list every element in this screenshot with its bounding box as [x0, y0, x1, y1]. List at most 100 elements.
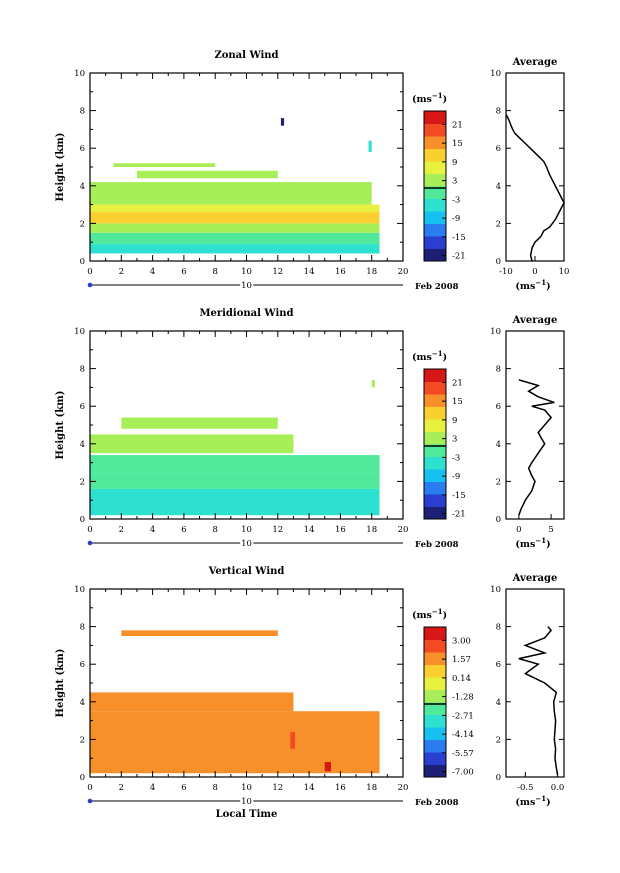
- average-x-tick-label: -10: [499, 267, 513, 277]
- colorbar-frame: [423, 368, 447, 520]
- colorbar-swatch: [424, 369, 446, 382]
- date-marker-label: 10: [241, 539, 252, 549]
- average-x-tick-label: 0: [516, 525, 521, 535]
- colorbar-tick-label: -9: [452, 472, 460, 482]
- colorbar-tick-label: -4.14: [452, 730, 474, 740]
- colorbar-tick-label: -15: [452, 491, 466, 501]
- average-frame: [505, 72, 565, 262]
- average-y-tick-label: 4: [496, 182, 501, 192]
- date-start-marker: [87, 282, 93, 288]
- colorbar-tick-label: 15: [452, 397, 463, 407]
- x-tick-label: 6: [181, 267, 186, 277]
- x-tick-label: 10: [241, 525, 252, 535]
- colorbar-swatch: [424, 211, 446, 224]
- date-label: Feb 2008: [415, 798, 459, 808]
- colorbar-swatch: [424, 664, 446, 678]
- colorbar-swatch: [424, 764, 446, 778]
- average-title: Average: [512, 315, 558, 326]
- colorbar-tick-label: 15: [452, 139, 463, 149]
- y-tick-label: 6: [80, 660, 85, 670]
- y-axis-label: Height (km): [55, 649, 66, 718]
- x-tick-label: 6: [181, 525, 186, 535]
- heatmap-cell: [90, 223, 380, 233]
- average-x-label-exponent: −1: [535, 536, 546, 545]
- average-profile-line: [505, 114, 565, 262]
- colorbar-unit-close: ): [443, 610, 448, 621]
- colorbar-tick-label: -2.71: [452, 711, 474, 721]
- y-tick-label: 10: [74, 585, 85, 595]
- average-x-label-close: ): [546, 539, 551, 550]
- colorbar-swatch: [424, 248, 446, 262]
- x-tick-label: 2: [119, 783, 124, 793]
- colorbar-swatch: [424, 506, 446, 520]
- date-label: Feb 2008: [415, 282, 459, 292]
- x-tick-label: 18: [366, 783, 377, 793]
- heatmap-cell: [368, 140, 372, 152]
- colorbar-tick-label: 3.00: [452, 636, 471, 646]
- x-tick-label: 20: [398, 783, 409, 793]
- heatmap-cell: [324, 761, 332, 772]
- average-y-tick-label: 8: [496, 623, 501, 633]
- x-tick-label: 0: [87, 267, 92, 277]
- x-tick-label: 10: [241, 267, 252, 277]
- x-tick-label: 14: [304, 267, 315, 277]
- colorbar-swatch: [424, 456, 446, 470]
- panel-title: Meridional Wind: [199, 308, 293, 319]
- date-start-marker: [87, 798, 93, 804]
- x-tick-label: 18: [366, 267, 377, 277]
- average-y-tick-label: 2: [496, 477, 501, 487]
- colorbar-swatch: [424, 186, 446, 199]
- y-tick-label: 6: [80, 402, 85, 412]
- colorbar-unit-close: ): [443, 94, 448, 105]
- average-y-tick-label: 10: [490, 585, 501, 595]
- average-x-tick-label: 0: [532, 267, 537, 277]
- average-y-tick-label: 0: [496, 515, 501, 525]
- x-tick-label: 18: [366, 525, 377, 535]
- x-tick-label: 4: [150, 267, 155, 277]
- x-tick-label: 12: [272, 267, 283, 277]
- x-tick-label: 16: [335, 525, 346, 535]
- colorbar-frame: [423, 110, 447, 262]
- average-y-tick-label: 6: [496, 144, 501, 154]
- average-y-tick-label: 4: [496, 440, 501, 450]
- average-y-tick-label: 8: [496, 107, 501, 117]
- y-tick-label: 6: [80, 144, 85, 154]
- heatmap-cell: [90, 455, 380, 474]
- colorbar-unit-exponent: −1: [432, 349, 443, 358]
- average-y-tick-label: 2: [496, 219, 501, 229]
- date-marker-label: 10: [241, 281, 252, 291]
- y-tick-label: 0: [80, 515, 85, 525]
- heatmap-cell: [90, 232, 380, 245]
- heatmap-cell: [90, 204, 380, 213]
- colorbar-tick-label: -3: [452, 195, 460, 205]
- colorbar-tick-label: 1.57: [452, 655, 471, 665]
- average-x-tick-label: 0.0: [551, 783, 565, 793]
- y-tick-label: 8: [80, 107, 85, 117]
- colorbar-swatch: [424, 223, 446, 237]
- colorbar-swatch: [424, 652, 446, 665]
- y-tick-label: 10: [74, 327, 85, 337]
- average-x-tick-label: 5: [548, 525, 553, 535]
- heatmap-cell: [90, 711, 380, 774]
- colorbar-swatch: [424, 111, 446, 124]
- x-tick-label: 2: [119, 525, 124, 535]
- y-tick-label: 4: [80, 698, 85, 708]
- date-label: Feb 2008: [415, 540, 459, 550]
- y-tick-label: 10: [74, 69, 85, 79]
- colorbar-swatch: [424, 469, 446, 482]
- x-tick-label: 16: [335, 783, 346, 793]
- average-y-tick-label: 6: [496, 660, 501, 670]
- y-tick-label: 0: [80, 257, 85, 267]
- colorbar-swatch: [424, 173, 446, 187]
- colorbar-tick-label: -1.28: [452, 693, 474, 703]
- colorbar-swatch: [424, 198, 446, 212]
- colorbar-frame: [423, 626, 447, 778]
- colorbar-tick-label: 9: [452, 416, 457, 426]
- y-axis-label: Height (km): [55, 133, 66, 202]
- y-tick-label: 2: [80, 477, 85, 487]
- average-x-label-exponent: −1: [535, 794, 546, 803]
- colorbar-tick-label: -9: [452, 214, 460, 224]
- date-start-marker: [87, 540, 93, 546]
